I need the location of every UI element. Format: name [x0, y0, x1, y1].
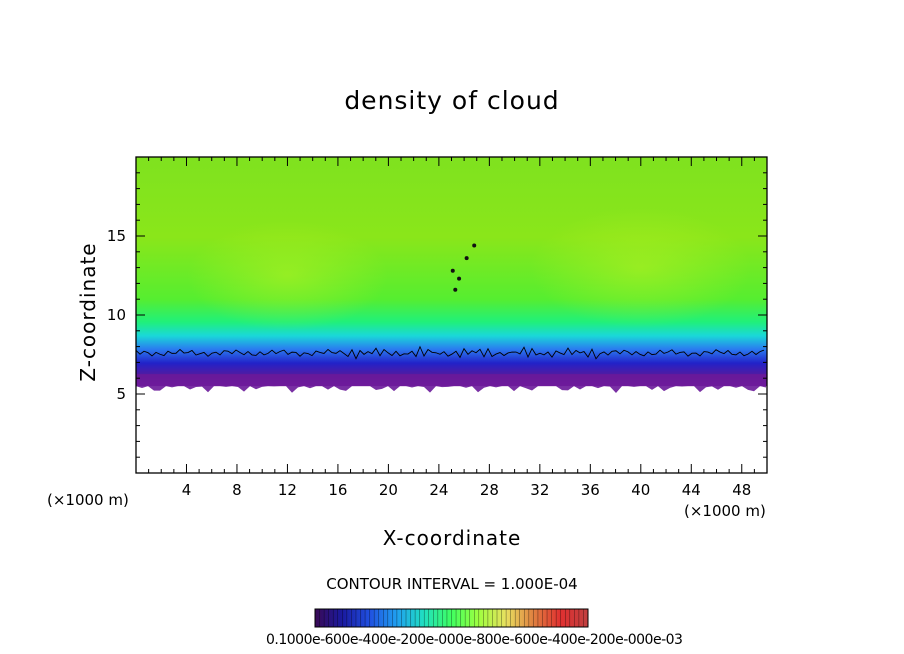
- colorbar-frame: [314, 608, 589, 628]
- contour-cell-2: [453, 287, 458, 292]
- cloud-glow-right: [530, 207, 751, 328]
- y-tick-label: 5: [116, 385, 126, 403]
- x-tick-label: 36: [581, 481, 600, 499]
- x-axis-unit: (×1000 m): [684, 502, 766, 520]
- contour-line: [135, 345, 765, 360]
- contour-cell-0: [450, 268, 455, 273]
- x-tick-label: 40: [631, 481, 650, 499]
- cloud-glow-left: [187, 220, 388, 331]
- x-tick-label: 44: [682, 481, 701, 499]
- x-tick-label: 16: [328, 481, 347, 499]
- x-tick-label: 24: [429, 481, 448, 499]
- x-tick-label: 20: [379, 481, 398, 499]
- x-tick-label: 12: [278, 481, 297, 499]
- y-axis-label: Z-coordinate: [76, 242, 100, 382]
- contour-cell-1: [457, 276, 462, 281]
- y-axis-unit: (×1000 m): [47, 491, 129, 509]
- y-tick-label: 10: [107, 306, 126, 324]
- y-tick-label: 15: [107, 227, 126, 245]
- contour-cell-4: [472, 243, 477, 248]
- x-tick-label: 8: [232, 481, 242, 499]
- x-tick-label: 48: [732, 481, 751, 499]
- cloud-base-fringe: [136, 374, 767, 393]
- x-tick-label: 28: [480, 481, 499, 499]
- x-tick-label: 4: [182, 481, 192, 499]
- contour-interval-label: CONTOUR INTERVAL = 1.000E-04: [326, 575, 578, 593]
- colorbar-tick-labels: 0.1000e-600e-400e-200e-000e-800e-600e-40…: [266, 632, 683, 648]
- x-axis-label: X-coordinate: [382, 526, 522, 550]
- contour-cell-3: [464, 256, 469, 261]
- x-tick-label: 32: [530, 481, 549, 499]
- chart-title: density of cloud: [344, 86, 560, 115]
